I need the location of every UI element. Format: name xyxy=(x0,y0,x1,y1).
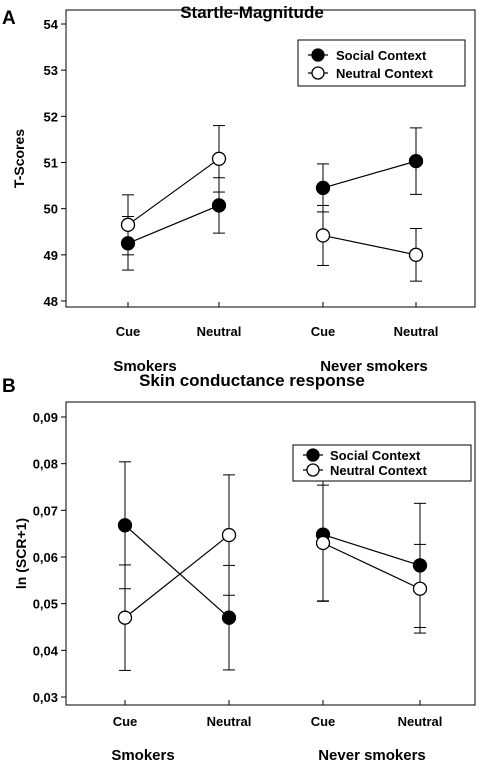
series-neutral-context xyxy=(120,125,424,282)
x-group-label: Never smokers xyxy=(318,747,426,762)
data-point xyxy=(412,581,428,596)
series-neutral-context xyxy=(117,474,428,671)
y-tick-label: 0,03 xyxy=(33,690,58,705)
x-category-label: Neutral xyxy=(394,324,439,339)
legend-marker-filled xyxy=(306,448,320,462)
x-category-label: Cue xyxy=(311,324,336,339)
legend-frame xyxy=(297,39,466,87)
data-point xyxy=(221,527,237,543)
legend-entry: Social Context xyxy=(336,48,427,63)
series-social-context xyxy=(120,127,424,271)
y-tick-label: 51 xyxy=(44,156,58,171)
y-tick-label: 50 xyxy=(44,202,58,217)
y-tick-label: 54 xyxy=(44,17,59,32)
series-line xyxy=(322,542,421,590)
series-line xyxy=(127,158,220,226)
y-axis-label: T-Scores xyxy=(11,129,27,188)
legend-entry: Neutral Context xyxy=(336,66,433,81)
legend-marker-open xyxy=(306,463,320,477)
data-point xyxy=(211,151,227,166)
data-point xyxy=(211,198,227,213)
legend-marker-filled xyxy=(311,48,325,62)
legend: Social Context Neutral Context xyxy=(297,39,466,87)
y-tick-label: 0,06 xyxy=(33,550,58,565)
y-tick-label: 53 xyxy=(44,63,58,78)
data-point xyxy=(120,217,136,232)
x-category-label: Cue xyxy=(116,324,141,339)
series-line xyxy=(322,160,417,189)
x-group-label: Smokers xyxy=(111,747,174,762)
x-group-label: Smokers xyxy=(113,358,176,375)
plot-frame xyxy=(65,9,476,308)
data-point xyxy=(315,228,331,243)
plot-frame xyxy=(65,401,476,706)
chart-title: Startle-Magnitude xyxy=(180,3,324,22)
series-line xyxy=(124,534,230,619)
y-tick-label: 0,04 xyxy=(33,643,59,658)
data-point xyxy=(221,610,237,625)
legend-entry: Neutral Context xyxy=(330,463,427,478)
y-tick-label: 0,05 xyxy=(33,597,58,612)
panel-letter: B xyxy=(2,376,16,397)
panel-a: A Startle-Magnitude 48 49 50 51 52 53 54 T-Scores… xyxy=(2,3,476,375)
panel-letter: A xyxy=(2,8,16,29)
data-point xyxy=(117,518,133,533)
y-axis-label: ln (SCR+1) xyxy=(13,518,29,589)
panel-b: B Skin conductance response 0,03 0,04 0,05 0,… xyxy=(2,371,476,762)
series-line xyxy=(322,534,421,566)
x-group-label: Never smokers xyxy=(320,358,428,375)
y-tick-label: 49 xyxy=(44,248,58,263)
x-category-label: Neutral xyxy=(207,714,252,729)
legend-entry: Social Context xyxy=(330,448,421,463)
x-category-label: Cue xyxy=(113,714,138,729)
x-category-label: Neutral xyxy=(398,714,443,729)
chart-title: Skin conductance response xyxy=(139,371,365,390)
x-category-label: Cue xyxy=(311,714,336,729)
data-point xyxy=(408,247,424,262)
legend-marker-open xyxy=(311,66,325,80)
legend-frame xyxy=(292,444,472,482)
series-social-context xyxy=(117,461,428,671)
y-tick-label: 52 xyxy=(44,109,58,124)
y-tick-label: 0,09 xyxy=(33,410,58,425)
data-point xyxy=(315,535,331,551)
y-tick-label: 0,08 xyxy=(33,457,58,472)
x-category-label: Neutral xyxy=(197,324,242,339)
y-tick-label: 48 xyxy=(44,294,58,309)
data-point xyxy=(408,153,424,169)
y-tick-label: 0,07 xyxy=(33,503,58,518)
series-line xyxy=(124,524,230,619)
series-line xyxy=(322,234,417,256)
series-line xyxy=(127,204,220,244)
data-point xyxy=(117,610,133,625)
data-point xyxy=(315,180,331,196)
